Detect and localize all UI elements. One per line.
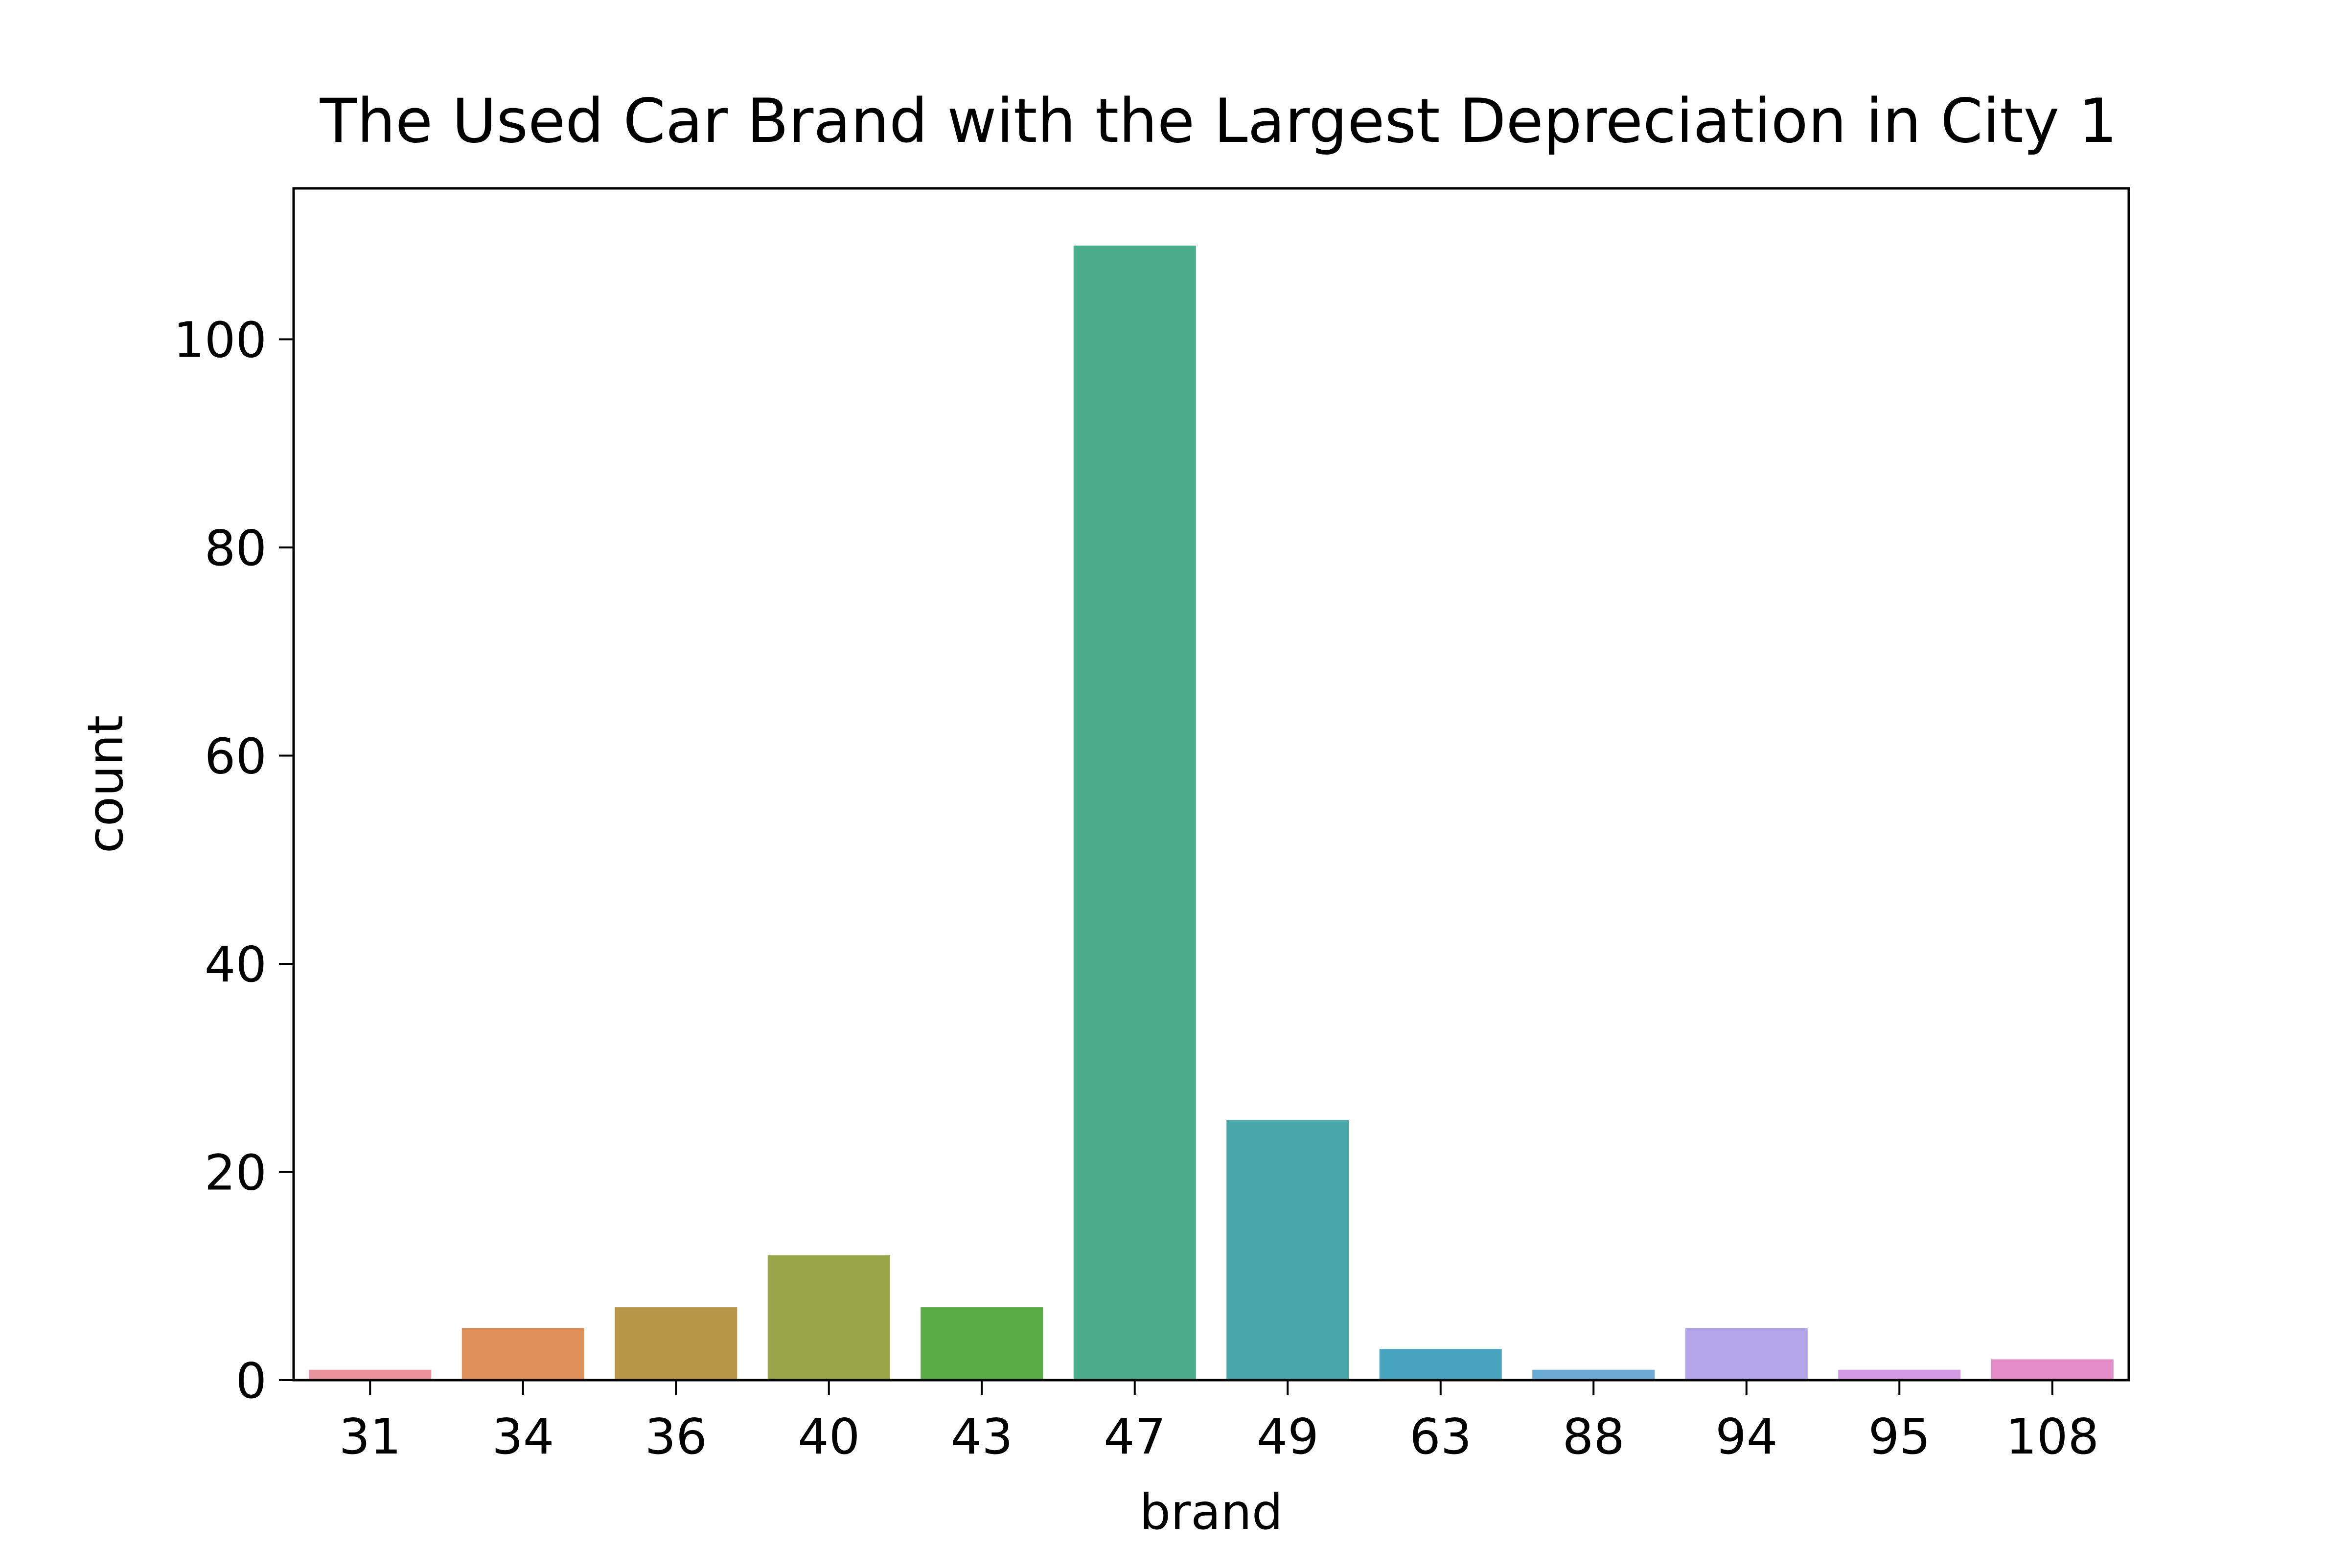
bar-49 (1226, 1120, 1349, 1380)
bar-47 (1073, 246, 1196, 1380)
x-tick-label: 36 (645, 1408, 707, 1465)
x-tick-label: 95 (1868, 1408, 1931, 1465)
chart-title: The Used Car Brand with the Largest Depr… (320, 86, 2118, 157)
x-axis-label: brand (1140, 1483, 1283, 1541)
bars (309, 246, 2114, 1380)
y-tick-label: 20 (205, 1144, 267, 1202)
bar-94 (1685, 1328, 1808, 1380)
x-tick-label: 88 (1563, 1408, 1625, 1465)
y-tick-label: 40 (205, 936, 267, 993)
x-tick-label: 63 (1409, 1408, 1472, 1465)
y-tick-label: 80 (205, 520, 267, 577)
bar-88 (1532, 1369, 1655, 1380)
bar-34 (461, 1328, 584, 1380)
bar-108 (1991, 1359, 2114, 1380)
y-tick-label: 100 (173, 311, 267, 368)
bar-40 (767, 1255, 890, 1380)
x-tick-label: 47 (1104, 1408, 1166, 1465)
x-tick-label: 40 (798, 1408, 860, 1465)
bar-43 (921, 1307, 1043, 1380)
x-tick-label: 108 (2005, 1408, 2099, 1465)
plot-frame (292, 187, 2130, 1382)
bar-95 (1838, 1369, 1961, 1380)
y-axis: 0 20 40 60 80 100 (173, 311, 294, 1409)
x-tick-label: 31 (339, 1408, 401, 1465)
x-tick-label: 43 (951, 1408, 1013, 1465)
x-tick-label: 49 (1257, 1408, 1319, 1465)
bar-63 (1379, 1349, 1502, 1380)
bar-36 (615, 1307, 737, 1380)
y-tick-label: 0 (235, 1352, 267, 1409)
y-axis-label: count (77, 715, 134, 853)
x-tick-label: 94 (1715, 1408, 1777, 1465)
x-axis: 31 34 36 40 43 47 49 63 88 94 95 108 (339, 1380, 2099, 1465)
x-tick-label: 34 (492, 1408, 554, 1465)
bar-31 (309, 1369, 432, 1380)
y-tick-label: 60 (205, 727, 267, 785)
